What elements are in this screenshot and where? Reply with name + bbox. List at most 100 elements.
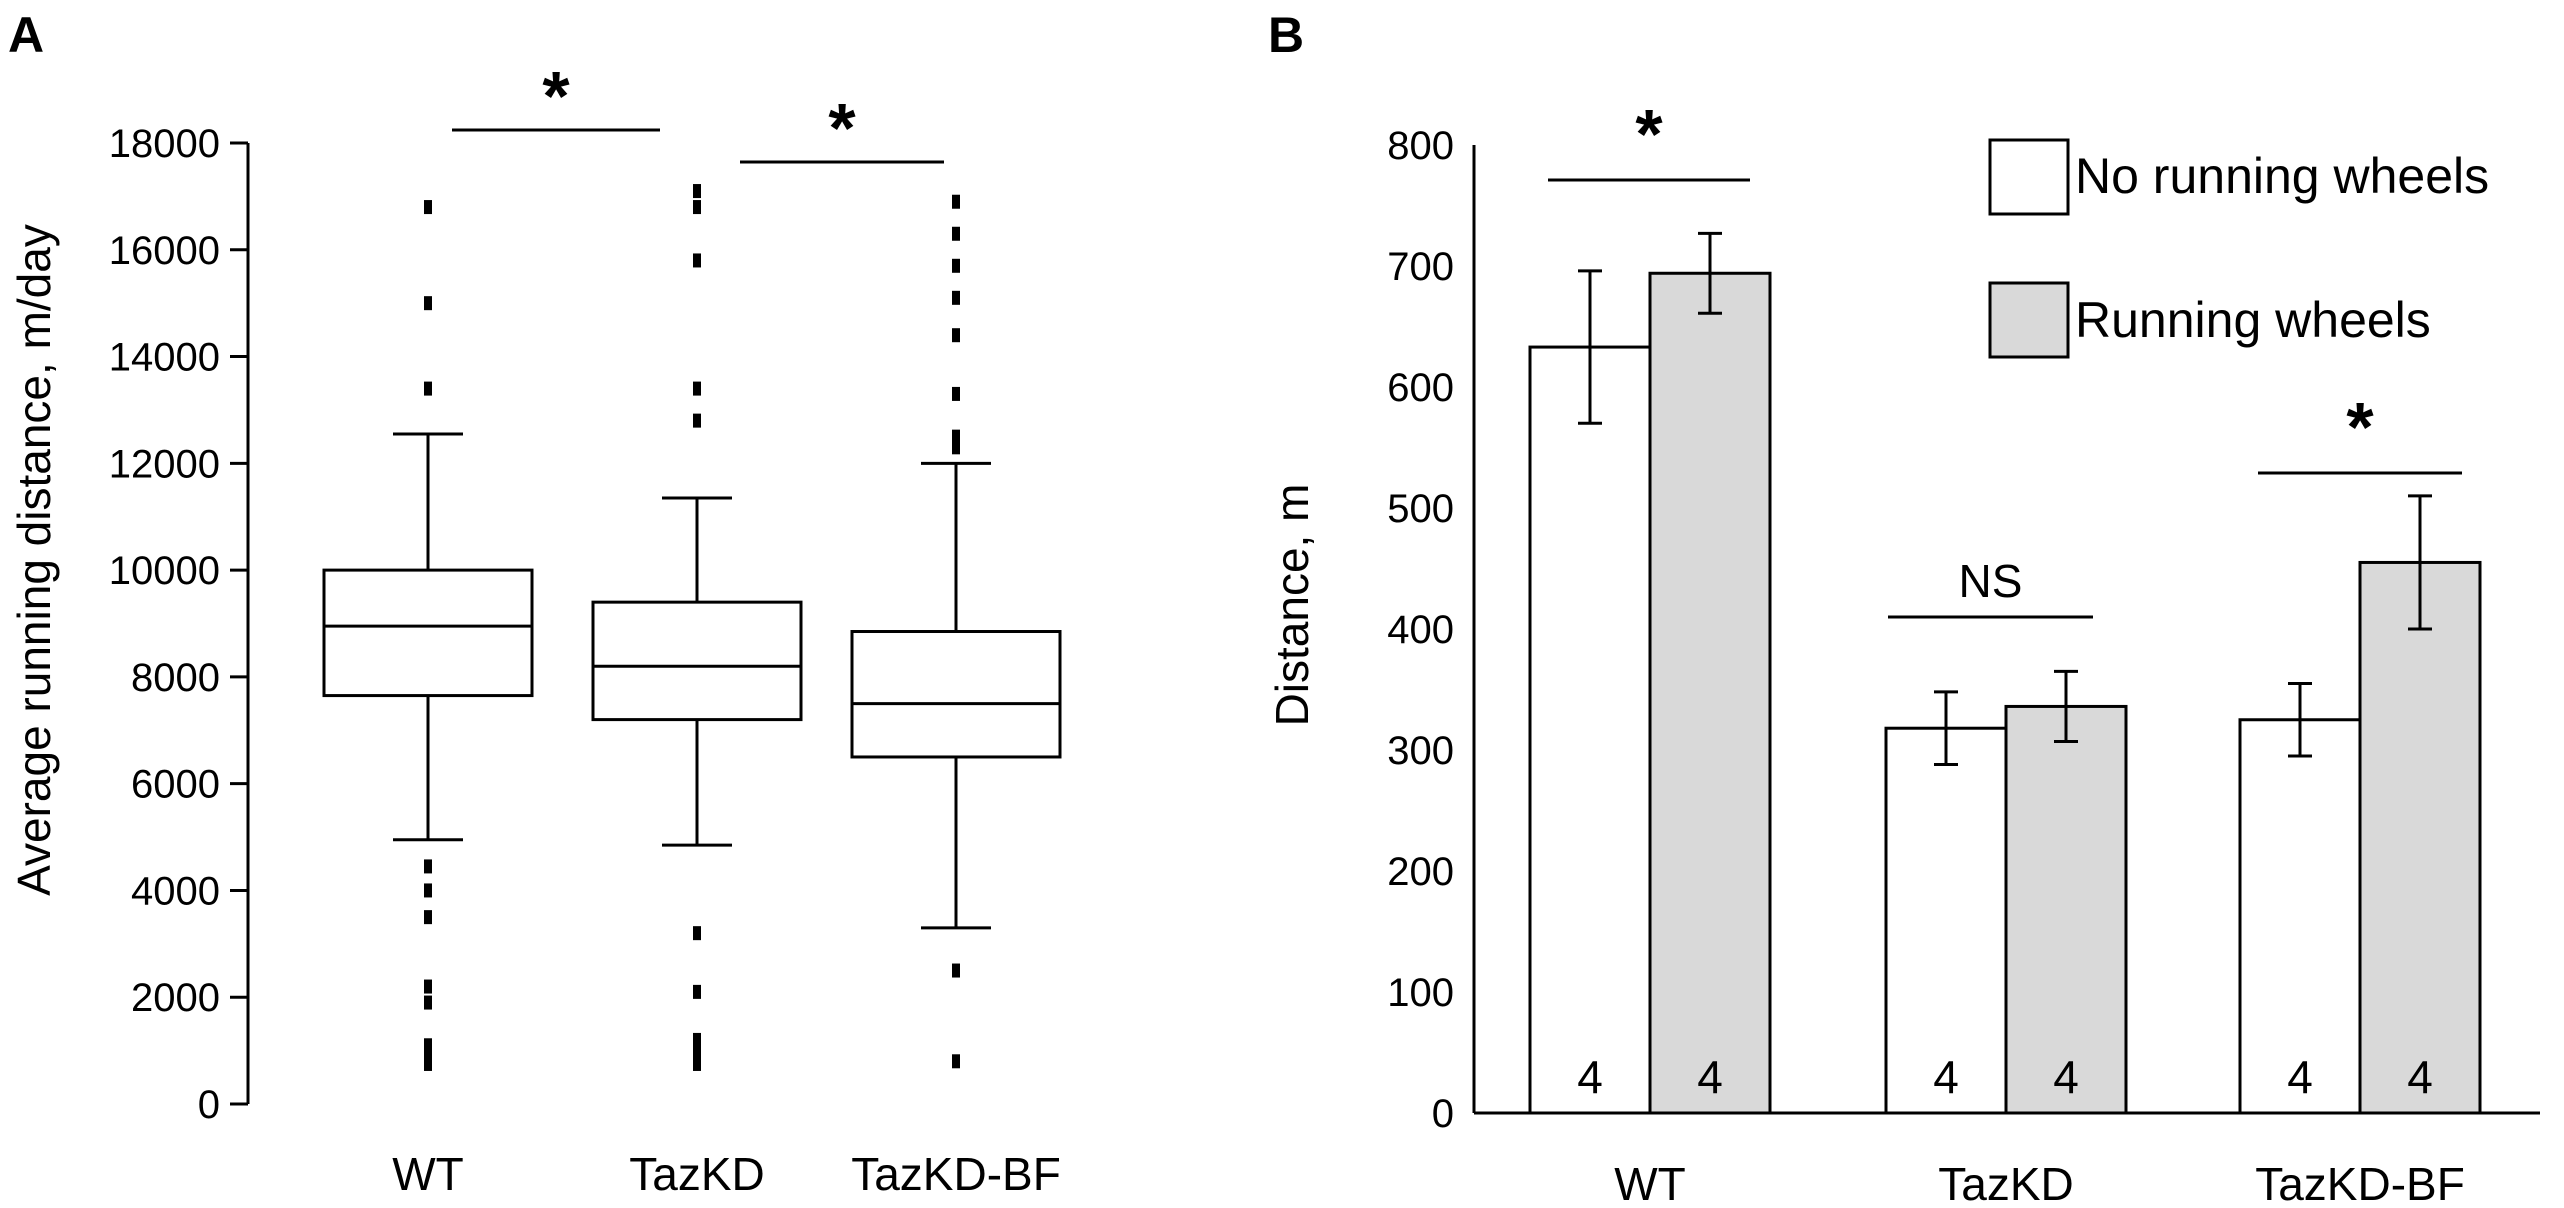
panel-a: A Average running distance, m/day 0 2000 4… xyxy=(8,7,1062,1200)
box-outlier xyxy=(952,386,960,401)
sample-size-label: 4 xyxy=(2407,1051,2433,1103)
box-outlier xyxy=(693,253,701,268)
panel-b-y-tick-label: 200 xyxy=(1387,850,1454,894)
panel-b: B Distance, m 0100200300400500600700800 … xyxy=(1266,7,2540,1208)
box-outlier xyxy=(424,200,432,215)
legend-label-no-running-wheels: No running wheels xyxy=(2075,148,2489,204)
panel-b-y-tick-label: 800 xyxy=(1387,124,1454,168)
panel-b-x-label: TazKD xyxy=(1938,1158,2073,1208)
box-wt xyxy=(322,200,534,1071)
box-outlier xyxy=(693,926,701,941)
bar-running-wheels xyxy=(2004,704,2128,1115)
box-outlier xyxy=(424,979,432,994)
panel-a-letter: A xyxy=(8,7,44,63)
box-outlier xyxy=(952,1054,960,1069)
panel-b-y-tick-label: 500 xyxy=(1387,487,1454,531)
panel-b-y-tick-label: 0 xyxy=(1432,1092,1454,1136)
box-iqr xyxy=(322,568,534,698)
bar-running-wheels xyxy=(1648,271,1772,1115)
sample-size-label: 4 xyxy=(2287,1051,2313,1103)
panel-a-y-tick-label: 0 xyxy=(198,1083,220,1127)
panel-a-y-tick-label: 8000 xyxy=(131,656,220,700)
bar-running-wheels xyxy=(2358,560,2482,1115)
box-outlier xyxy=(424,995,432,1010)
panel-a-boxes xyxy=(322,184,1062,1071)
box-outlier xyxy=(424,859,432,874)
bar-no-running-wheels xyxy=(2238,718,2362,1115)
box-outlier xyxy=(693,1032,701,1047)
panel-b-y-axis-title: Distance, m xyxy=(1266,484,1318,727)
box-outlier xyxy=(424,910,432,925)
box-outlier xyxy=(693,200,701,215)
box-outlier xyxy=(424,296,432,311)
box-outlier xyxy=(952,258,960,273)
panel-b-y-tick-label: 700 xyxy=(1387,245,1454,289)
box-iqr xyxy=(850,630,1062,759)
box-outlier xyxy=(424,1056,432,1071)
box-outlier xyxy=(424,883,432,898)
panel-b-y-tick-label: 600 xyxy=(1387,366,1454,410)
panel-a-x-label: TazKD-BF xyxy=(851,1148,1061,1200)
panel-a-y-tick-label: 6000 xyxy=(131,763,220,807)
panel-a-y-tick-label: 14000 xyxy=(109,336,220,380)
box-outlier xyxy=(693,984,701,999)
box-outlier xyxy=(952,440,960,455)
sample-size-label: 4 xyxy=(1697,1051,1723,1103)
panel-a-y-axis: 0 2000 4000 6000 8000 10000 12000 14000 16000 180… xyxy=(109,122,250,1127)
panel-a-significance: * * xyxy=(452,57,944,167)
panel-b-x-label: WT xyxy=(1614,1158,1686,1208)
significance-star: * xyxy=(828,89,856,167)
panel-a-y-tick-label: 12000 xyxy=(109,442,220,486)
box-outlier xyxy=(424,1038,432,1053)
sample-size-label: 4 xyxy=(2053,1051,2079,1103)
sample-size-label: 4 xyxy=(1577,1051,1603,1103)
legend-label-running-wheels: Running wheels xyxy=(2075,292,2431,348)
bar-no-running-wheels xyxy=(1884,726,2008,1115)
box-outlier xyxy=(952,226,960,241)
panel-b-x-label: TazKD-BF xyxy=(2255,1158,2465,1208)
panel-a-x-labels: WT TazKD TazKD-BF xyxy=(392,1148,1061,1200)
box-outlier xyxy=(693,413,701,428)
box-outlier xyxy=(693,1056,701,1071)
box-outlier xyxy=(952,290,960,305)
panel-a-y-tick-label: 4000 xyxy=(131,869,220,913)
sample-size-label: 4 xyxy=(1933,1051,1959,1103)
panel-a-x-label: TazKD xyxy=(629,1148,764,1200)
significance-star: * xyxy=(542,57,570,135)
panel-b-x-labels: WT TazKD TazKD-BF xyxy=(1614,1158,2465,1208)
legend-swatch-no-running-wheels xyxy=(1988,138,2070,216)
box-outlier xyxy=(693,184,701,199)
panel-a-x-label: WT xyxy=(392,1148,464,1200)
box-outlier xyxy=(693,1046,701,1061)
panel-b-significance: * NS * xyxy=(1548,95,2462,619)
panel-a-y-tick-label: 2000 xyxy=(131,976,220,1020)
panel-a-y-axis-title: Average running distance, m/day xyxy=(8,224,60,896)
panel-a-y-tick-label: 16000 xyxy=(109,229,220,273)
panel-b-y-tick-label: 100 xyxy=(1387,971,1454,1015)
significance-star: * xyxy=(1635,95,1663,173)
box-outlier xyxy=(952,194,960,209)
panel-b-y-tick-label: 300 xyxy=(1387,729,1454,773)
box-outlier xyxy=(424,381,432,396)
box-outlier xyxy=(693,381,701,396)
bar-no-running-wheels xyxy=(1528,345,1652,1115)
panel-a-y-tick-label: 18000 xyxy=(109,122,220,166)
significance-star: * xyxy=(2346,388,2374,466)
box-tazkd-bf xyxy=(850,194,1062,1069)
panel-b-letter: B xyxy=(1268,7,1304,63)
box-outlier xyxy=(952,429,960,444)
panel-b-legend: No running wheels Running wheels xyxy=(1988,138,2489,359)
significance-ns: NS xyxy=(1959,555,2023,607)
legend-swatch-running-wheels xyxy=(1988,281,2070,359)
box-tazkd xyxy=(591,184,803,1071)
panel-b-y-tick-label: 400 xyxy=(1387,608,1454,652)
box-outlier xyxy=(424,1048,432,1063)
box-iqr xyxy=(591,600,803,722)
box-outlier xyxy=(952,328,960,343)
panel-a-y-tick-label: 10000 xyxy=(109,549,220,593)
